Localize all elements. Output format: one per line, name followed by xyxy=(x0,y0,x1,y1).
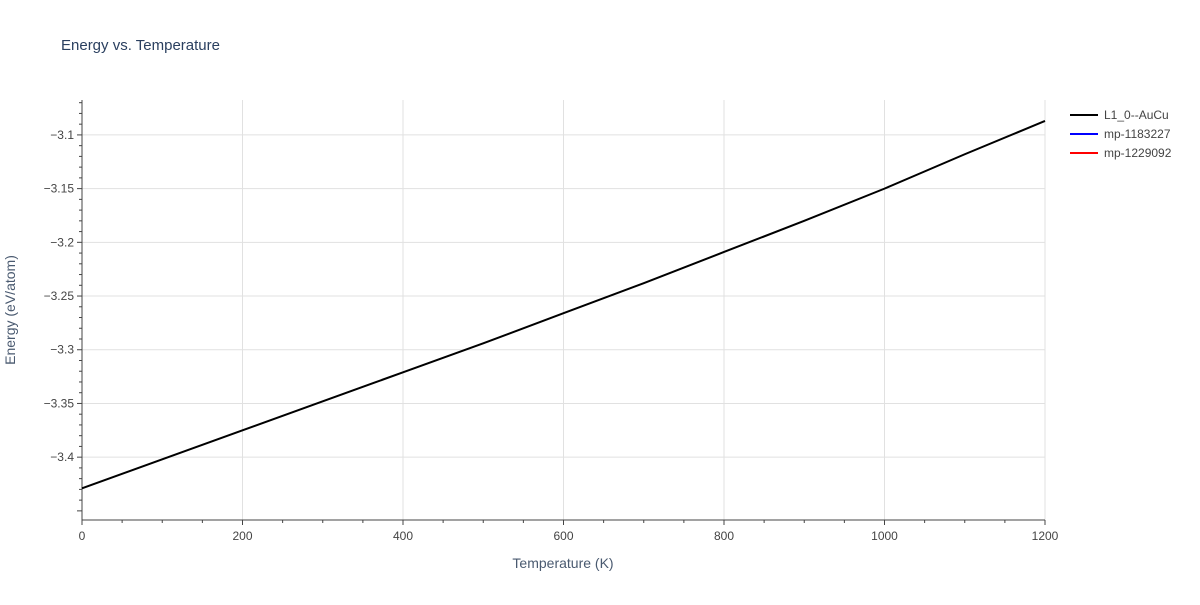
legend-label: mp-1229092 xyxy=(1104,146,1172,160)
legend-label: mp-1183227 xyxy=(1104,127,1171,141)
x-tick-label: 1000 xyxy=(871,529,898,543)
y-tick-label: −3.3 xyxy=(50,343,74,357)
x-tick-label: 1200 xyxy=(1032,529,1059,543)
axes: 0 200 400 600 800 1000 1200 −3.1 −3.15 −3.2 −3.25 −… xyxy=(44,100,1059,543)
y-tick-label: −3.2 xyxy=(50,235,74,249)
series-layer xyxy=(81,120,1046,490)
y-axis-title: Energy (eV/atom) xyxy=(2,255,18,365)
y-tick-label: −3.35 xyxy=(44,396,75,410)
x-tick-label: 800 xyxy=(714,529,734,543)
y-tick-label: −3.1 xyxy=(50,128,74,142)
x-tick-label: 400 xyxy=(393,529,413,543)
x-tick-label: 600 xyxy=(553,529,573,543)
x-tick-label: 0 xyxy=(79,529,86,543)
y-tick-label: −3.25 xyxy=(44,289,75,303)
x-axis-title: Temperature (K) xyxy=(512,555,613,571)
chart-title: Energy vs. Temperature xyxy=(61,37,220,54)
legend: L1_0--AuCu mp-1183227 mp-1229092 xyxy=(1070,108,1172,160)
grid xyxy=(82,100,1046,520)
y-tick-label: −3.4 xyxy=(50,450,74,464)
legend-label: L1_0--AuCu xyxy=(1104,108,1169,122)
series-line-1 xyxy=(81,120,1046,490)
y-tick-label: −3.15 xyxy=(44,182,75,196)
x-tick-label: 200 xyxy=(232,529,252,543)
